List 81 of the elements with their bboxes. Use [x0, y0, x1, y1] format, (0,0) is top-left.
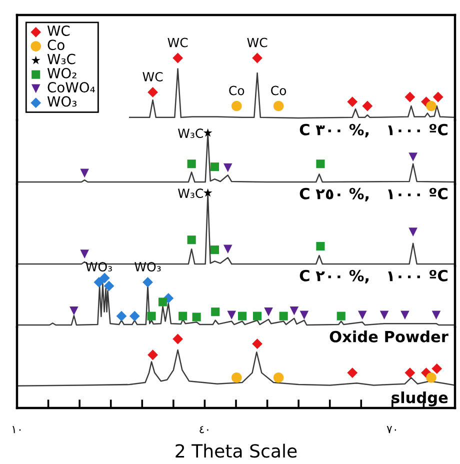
point	[358, 310, 367, 320]
point	[336, 312, 346, 320]
point	[158, 298, 168, 306]
point	[80, 168, 89, 178]
point	[211, 308, 220, 316]
point	[172, 52, 184, 64]
point	[380, 310, 389, 320]
point	[203, 188, 212, 197]
point	[203, 128, 212, 137]
point	[404, 368, 416, 378]
point	[231, 100, 242, 112]
point	[210, 246, 220, 254]
x-tick-label: ٤٠	[200, 426, 208, 434]
point	[252, 312, 262, 320]
annotation: WC	[142, 72, 163, 82]
legend-label: WC	[47, 25, 70, 36]
annotation: W₃C	[178, 128, 203, 138]
legend-label: W₃C	[47, 54, 76, 64]
x-tick-label: ٧٠	[386, 426, 396, 434]
annotation: C ٢٥٠ %, ١٠٠٠ ºC	[300, 188, 448, 202]
point	[148, 350, 158, 360]
point	[279, 312, 288, 320]
point	[238, 312, 247, 320]
legend-label: Co	[48, 40, 64, 50]
point	[223, 163, 232, 172]
point	[408, 152, 418, 162]
point	[252, 338, 262, 350]
point	[94, 277, 104, 288]
point	[178, 312, 188, 320]
point	[273, 372, 284, 383]
point	[187, 160, 196, 168]
point	[290, 306, 299, 316]
annotation: Oxide Powder	[330, 330, 448, 342]
point	[80, 250, 89, 258]
point	[231, 372, 242, 383]
point	[347, 368, 358, 378]
point	[227, 310, 236, 320]
annotation: WO₃	[86, 262, 112, 272]
point	[362, 100, 373, 112]
point	[99, 272, 110, 284]
x-axis-title: 2 Theta Scale	[176, 444, 297, 458]
point	[426, 372, 436, 383]
point	[432, 310, 441, 320]
point	[408, 228, 418, 236]
point	[187, 236, 196, 244]
point	[192, 312, 201, 322]
point	[148, 87, 158, 98]
legend-label: WO₃	[47, 96, 76, 107]
point	[316, 242, 325, 251]
annotation: WC	[247, 38, 268, 48]
point	[70, 306, 78, 316]
point	[223, 244, 232, 254]
point	[116, 310, 127, 322]
annotation: Co	[229, 86, 244, 96]
annotation: sludge	[392, 391, 448, 406]
point	[404, 92, 416, 102]
annotation: C ٣٠٠ %, ١٠٠٠ ºC	[300, 124, 448, 138]
annotation: Co	[271, 86, 286, 96]
point	[400, 310, 410, 320]
annotation: WC	[168, 38, 188, 48]
point	[104, 280, 114, 292]
point	[347, 96, 358, 107]
point	[172, 334, 184, 344]
point	[432, 363, 442, 374]
point	[300, 310, 309, 320]
point	[264, 307, 273, 316]
legend-label: CoWO₄	[48, 82, 95, 93]
point	[432, 92, 444, 102]
point	[252, 52, 262, 64]
point	[426, 100, 436, 112]
point	[210, 162, 220, 172]
point	[316, 160, 325, 168]
point	[142, 277, 153, 288]
annotation: C ٢٠٠ %, ١٠٠٠ ºC	[300, 270, 448, 284]
point	[273, 100, 284, 112]
x-tick-label: ١٠	[12, 426, 21, 434]
point	[147, 312, 156, 320]
point	[129, 310, 140, 322]
annotation: WO₃	[134, 262, 161, 272]
annotation: W₃C	[178, 188, 203, 198]
legend-label: WO₂	[47, 68, 76, 78]
